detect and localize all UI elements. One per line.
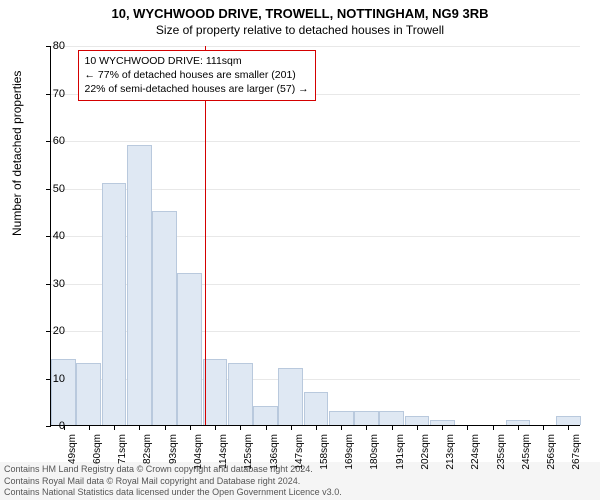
x-tick-label: 180sqm [369,434,380,470]
x-tick-mark [190,425,191,430]
y-tick-mark [46,284,51,285]
x-tick-mark [518,425,519,430]
x-tick-label: 169sqm [344,434,355,470]
x-tick-mark [417,425,418,430]
gridline [51,46,580,47]
x-tick-mark [568,425,569,430]
chart-plot-area: 10 WYCHWOOD DRIVE: 111sqm← 77% of detach… [50,46,580,426]
histogram-bar [329,411,354,425]
x-tick-mark [366,425,367,430]
footer-line-2: Contains Royal Mail data © Royal Mail co… [4,476,596,487]
x-tick-label: 136sqm [269,434,280,470]
y-tick-label: 30 [53,278,65,290]
x-tick-label: 158sqm [319,434,330,470]
y-tick-label: 0 [59,420,65,432]
histogram-bar [253,406,278,425]
x-tick-label: 224sqm [470,434,481,470]
y-tick-mark [46,46,51,47]
y-tick-mark [46,236,51,237]
x-tick-label: 213sqm [445,434,456,470]
annotation-line: 22% of semi-detached houses are larger (… [85,82,309,96]
y-tick-label: 20 [53,325,65,337]
chart-title-line1: 10, WYCHWOOD DRIVE, TROWELL, NOTTINGHAM,… [0,0,600,21]
x-tick-mark [266,425,267,430]
x-tick-label: 267sqm [571,434,582,470]
histogram-bar [556,416,581,426]
x-tick-label: 235sqm [496,434,507,470]
x-tick-label: 49sqm [67,434,78,464]
y-tick-mark [46,189,51,190]
x-tick-mark [139,425,140,430]
histogram-bar [304,392,329,425]
histogram-bar [228,363,253,425]
histogram-bar [76,363,101,425]
x-tick-label: 191sqm [395,434,406,470]
x-tick-mark [114,425,115,430]
histogram-bar [354,411,379,425]
x-tick-mark [89,425,90,430]
x-tick-label: 93sqm [168,434,179,464]
x-tick-label: 245sqm [521,434,532,470]
x-tick-label: 71sqm [117,434,128,464]
y-tick-mark [46,379,51,380]
gridline [51,141,580,142]
y-tick-label: 60 [53,135,65,147]
y-tick-mark [46,141,51,142]
x-tick-mark [316,425,317,430]
histogram-bar [379,411,404,425]
histogram-bar [152,211,177,425]
histogram-bar [177,273,202,425]
x-tick-mark [341,425,342,430]
x-tick-label: 202sqm [420,434,431,470]
footer-line-3: Contains National Statistics data licens… [4,487,596,498]
x-tick-label: 104sqm [193,434,204,470]
y-tick-label: 50 [53,183,65,195]
y-axis-label: Number of detached properties [10,71,24,236]
x-tick-mark [543,425,544,430]
x-tick-mark [165,425,166,430]
annotation-line: ← 77% of detached houses are smaller (20… [85,68,309,82]
x-tick-label: 125sqm [243,434,254,470]
chart-title-line2: Size of property relative to detached ho… [0,21,600,37]
x-tick-mark [442,425,443,430]
histogram-bar [203,359,228,426]
histogram-bar [127,145,152,425]
x-tick-label: 147sqm [294,434,305,470]
x-tick-mark [240,425,241,430]
reference-line [205,46,206,425]
x-tick-mark [467,425,468,430]
y-tick-mark [46,426,51,427]
x-tick-mark [392,425,393,430]
y-tick-mark [46,331,51,332]
x-tick-label: 256sqm [546,434,557,470]
y-tick-mark [46,94,51,95]
annotation-line: 10 WYCHWOOD DRIVE: 111sqm [85,54,309,68]
x-tick-mark [493,425,494,430]
histogram-bar [405,416,430,426]
histogram-bar [51,359,76,426]
x-tick-label: 60sqm [92,434,103,464]
x-tick-mark [291,425,292,430]
y-tick-label: 80 [53,40,65,52]
x-tick-label: 82sqm [142,434,153,464]
x-tick-label: 114sqm [218,434,229,469]
x-tick-mark [215,425,216,430]
histogram-bar [102,183,127,425]
histogram-bar [278,368,303,425]
y-tick-label: 70 [53,88,65,100]
y-tick-label: 10 [53,373,65,385]
y-tick-label: 40 [53,230,65,242]
annotation-box: 10 WYCHWOOD DRIVE: 111sqm← 77% of detach… [78,50,316,101]
